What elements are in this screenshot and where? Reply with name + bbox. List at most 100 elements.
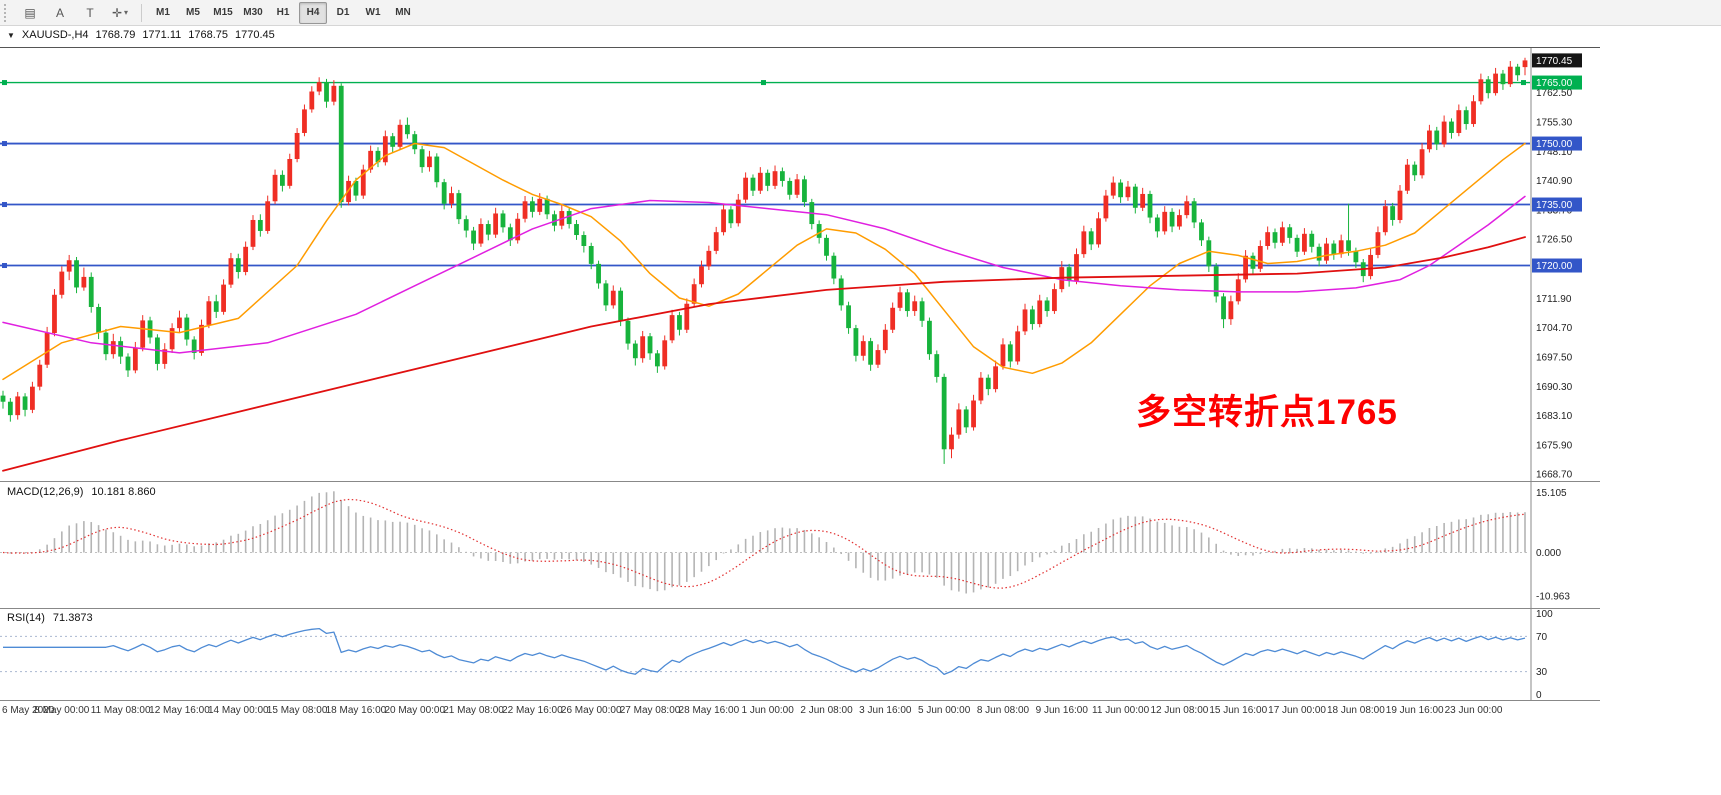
- ohlc-close: 1770.45: [235, 29, 275, 41]
- chart-frame: [0, 47, 1600, 701]
- time-label: 6 May 2020: [2, 705, 55, 716]
- moving-averages: [2, 142, 1526, 472]
- time-label: 22 May 16:00: [502, 705, 563, 716]
- time-label: 12 May 16:00: [149, 705, 210, 716]
- macd-axis-tick: -10.963: [1536, 591, 1570, 602]
- timeframe-w1[interactable]: W1: [365, 7, 381, 18]
- toolbar-grip[interactable]: [4, 3, 11, 22]
- time-label: 26 May 00:00: [561, 705, 622, 716]
- toolbar: ▤ A T ✛ ▾ M1 M5 M15 M30 H1 H4 D1 W1 MN: [0, 0, 1721, 26]
- timeframe-m15[interactable]: M15: [213, 7, 233, 18]
- timeframe-m30[interactable]: M30: [243, 7, 263, 18]
- timeframe-buttons: M1 M5 M15 M30 H1 H4 D1 W1 MN: [148, 1, 418, 24]
- cursor-tool-a[interactable]: A: [55, 5, 64, 20]
- time-label: 11 Jun 00:00: [1092, 705, 1150, 716]
- chart-annotation-text[interactable]: 多空转折点1765: [1136, 393, 1398, 432]
- candlestick-layer: [0, 57, 1528, 464]
- macd-axis-tick: 0.000: [1536, 548, 1561, 559]
- ma-fast-orange: [2, 142, 1526, 381]
- macd-axis-tick: 15.105: [1536, 488, 1567, 499]
- time-label: 1 Jun 00:00: [742, 705, 795, 716]
- dropdown-caret-icon: ▾: [124, 8, 129, 17]
- time-label: 14 May 00:00: [208, 705, 269, 716]
- price-tag: [1532, 197, 1582, 212]
- ohlc-high: 1771.11: [142, 29, 182, 41]
- time-label: 23 Jun 00:00: [1445, 705, 1503, 716]
- timeframe-d1[interactable]: D1: [336, 7, 350, 18]
- time-label: 19 Jun 16:00: [1386, 705, 1444, 716]
- rsi-axis-tick: 30: [1536, 667, 1548, 678]
- time-label: 28 May 16:00: [679, 705, 740, 716]
- price-tag: [1532, 258, 1582, 273]
- rsi-axis-tick: 70: [1536, 632, 1548, 643]
- toolbar-tools: ▤ A T ✛ ▾: [15, 2, 135, 24]
- time-label: 27 May 08:00: [620, 705, 681, 716]
- time-label: 8 Jun 08:00: [977, 705, 1030, 716]
- timeframe-mn[interactable]: MN: [395, 7, 411, 18]
- price-tag: [1532, 53, 1582, 68]
- timeframe-m5[interactable]: M5: [186, 7, 200, 18]
- time-label: 20 May 00:00: [384, 705, 445, 716]
- price-tick: 1683.10: [1536, 411, 1573, 422]
- time-label: 17 Jun 00:00: [1268, 705, 1326, 716]
- timeframe-h4[interactable]: H4: [299, 1, 327, 24]
- time-label: 8 May 00:00: [34, 705, 89, 716]
- hline-handle[interactable]: [2, 263, 7, 269]
- price-tick: 1668.70: [1536, 470, 1573, 481]
- time-label: 21 May 08:00: [443, 705, 504, 716]
- price-tick: 1740.90: [1536, 176, 1573, 187]
- price-tag-label: 1770.45: [1536, 56, 1573, 67]
- price-tag: [1532, 75, 1582, 90]
- rsi-line: [3, 627, 1526, 676]
- ohlc-low: 1768.75: [188, 29, 229, 41]
- price-axis[interactable]: 1762.501755.301748.101740.901733.701726.…: [1532, 53, 1582, 481]
- toolbar-separator: [141, 3, 142, 22]
- ohlc-open: 1768.79: [95, 29, 136, 41]
- ma-slow-red: [2, 236, 1526, 472]
- hline-handle[interactable]: [2, 141, 7, 147]
- time-label: 18 Jun 08:00: [1327, 705, 1385, 716]
- hline-handle[interactable]: [2, 80, 7, 86]
- time-label: 15 May 08:00: [267, 705, 328, 716]
- price-tick: 1711.90: [1536, 294, 1572, 305]
- rsi-axis-tick: 100: [1536, 609, 1553, 620]
- price-tag-label: 1750.00: [1536, 139, 1573, 150]
- time-label: 18 May 16:00: [326, 705, 387, 716]
- macd-indicator-label: MACD(12,26,9) 10.181 8.860: [7, 486, 156, 498]
- price-tick: 1675.90: [1536, 440, 1573, 451]
- macd-values: 10.181 8.860: [91, 486, 156, 498]
- price-tick: 1762.50: [1536, 88, 1573, 99]
- time-label: 11 May 08:00: [91, 705, 151, 716]
- price-tick: 1697.50: [1536, 352, 1573, 363]
- ma-mid-magenta: [2, 195, 1526, 354]
- draw-tool[interactable]: ✛ ▾: [111, 5, 129, 20]
- price-tag-label: 1735.00: [1536, 200, 1573, 211]
- timeframe-m1[interactable]: M1: [156, 7, 170, 18]
- macd-name: MACD(12,26,9): [7, 486, 84, 498]
- time-label: 5 Jun 00:00: [918, 705, 971, 716]
- rsi-value: 71.3873: [52, 612, 93, 624]
- price-tick: 1755.30: [1536, 117, 1573, 128]
- rsi-axis-tick: 0: [1536, 690, 1542, 701]
- time-label: 15 Jun 16:00: [1209, 705, 1267, 716]
- chart-header: ▼ XAUUSD-,H4 1768.79 1771.11 1768.75 177…: [7, 29, 275, 41]
- horizontal-lines[interactable]: [0, 80, 1530, 269]
- price-tick: 1690.30: [1536, 382, 1573, 393]
- time-label: 2 Jun 08:00: [800, 705, 853, 716]
- macd-signal-line: [2, 498, 1526, 589]
- hline-handle[interactable]: [2, 202, 7, 208]
- hline-handle[interactable]: [761, 80, 766, 86]
- time-label: 12 Jun 08:00: [1151, 705, 1209, 716]
- text-tool[interactable]: T: [86, 5, 94, 20]
- symbol-dropdown-icon[interactable]: ▼: [7, 30, 15, 40]
- price-tag: [1532, 136, 1582, 151]
- timeframe-h1[interactable]: H1: [276, 7, 290, 18]
- chart-list-icon[interactable]: ▤: [24, 5, 36, 20]
- hline-handle[interactable]: [1521, 80, 1526, 86]
- rsi-panel: 100 70 30 0: [0, 609, 1553, 701]
- time-label: 9 Jun 16:00: [1036, 705, 1089, 716]
- price-tick: 1748.10: [1536, 147, 1573, 158]
